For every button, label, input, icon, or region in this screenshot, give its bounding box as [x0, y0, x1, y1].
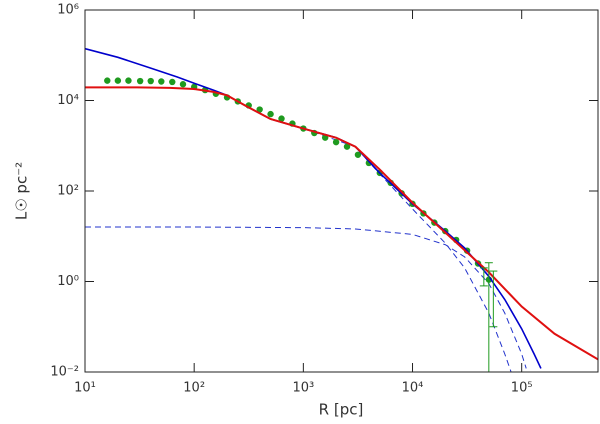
data-point	[104, 77, 111, 84]
y-tick-label: 10⁶	[57, 3, 79, 18]
data-point	[114, 77, 122, 84]
data-point	[147, 77, 154, 85]
x-tick-label: 10⁴	[402, 381, 424, 396]
x-tick-label: 10⁵	[511, 381, 533, 396]
x-tick-label: 10³	[292, 381, 314, 396]
model-curve	[85, 47, 542, 369]
plot-area	[85, 47, 598, 372]
dashed-curve	[85, 226, 527, 369]
y-tick-label: 10⁴	[57, 93, 79, 108]
data-point	[256, 106, 263, 113]
model-curve	[85, 86, 598, 361]
data-point	[125, 77, 132, 84]
data-point	[354, 151, 362, 158]
data-point	[332, 138, 340, 146]
dashed-curve	[303, 128, 512, 372]
y-axis-label: L☉ pc⁻²	[13, 162, 31, 220]
data-point	[179, 81, 187, 88]
x-axis-label: R [pc]	[319, 401, 364, 419]
data-point	[278, 115, 285, 122]
data-point	[169, 78, 176, 86]
x-tick-label: 10¹	[74, 381, 96, 396]
y-tick-label: 10⁰	[57, 274, 79, 289]
data-point	[343, 143, 351, 150]
data-point	[136, 77, 144, 85]
x-tick-label: 10²	[183, 381, 205, 396]
plot-frame	[84, 9, 599, 373]
y-tick-label: 10²	[57, 184, 79, 199]
data-point	[158, 78, 165, 85]
y-tick-label: 10⁻²	[50, 365, 79, 380]
data-point	[267, 110, 274, 118]
